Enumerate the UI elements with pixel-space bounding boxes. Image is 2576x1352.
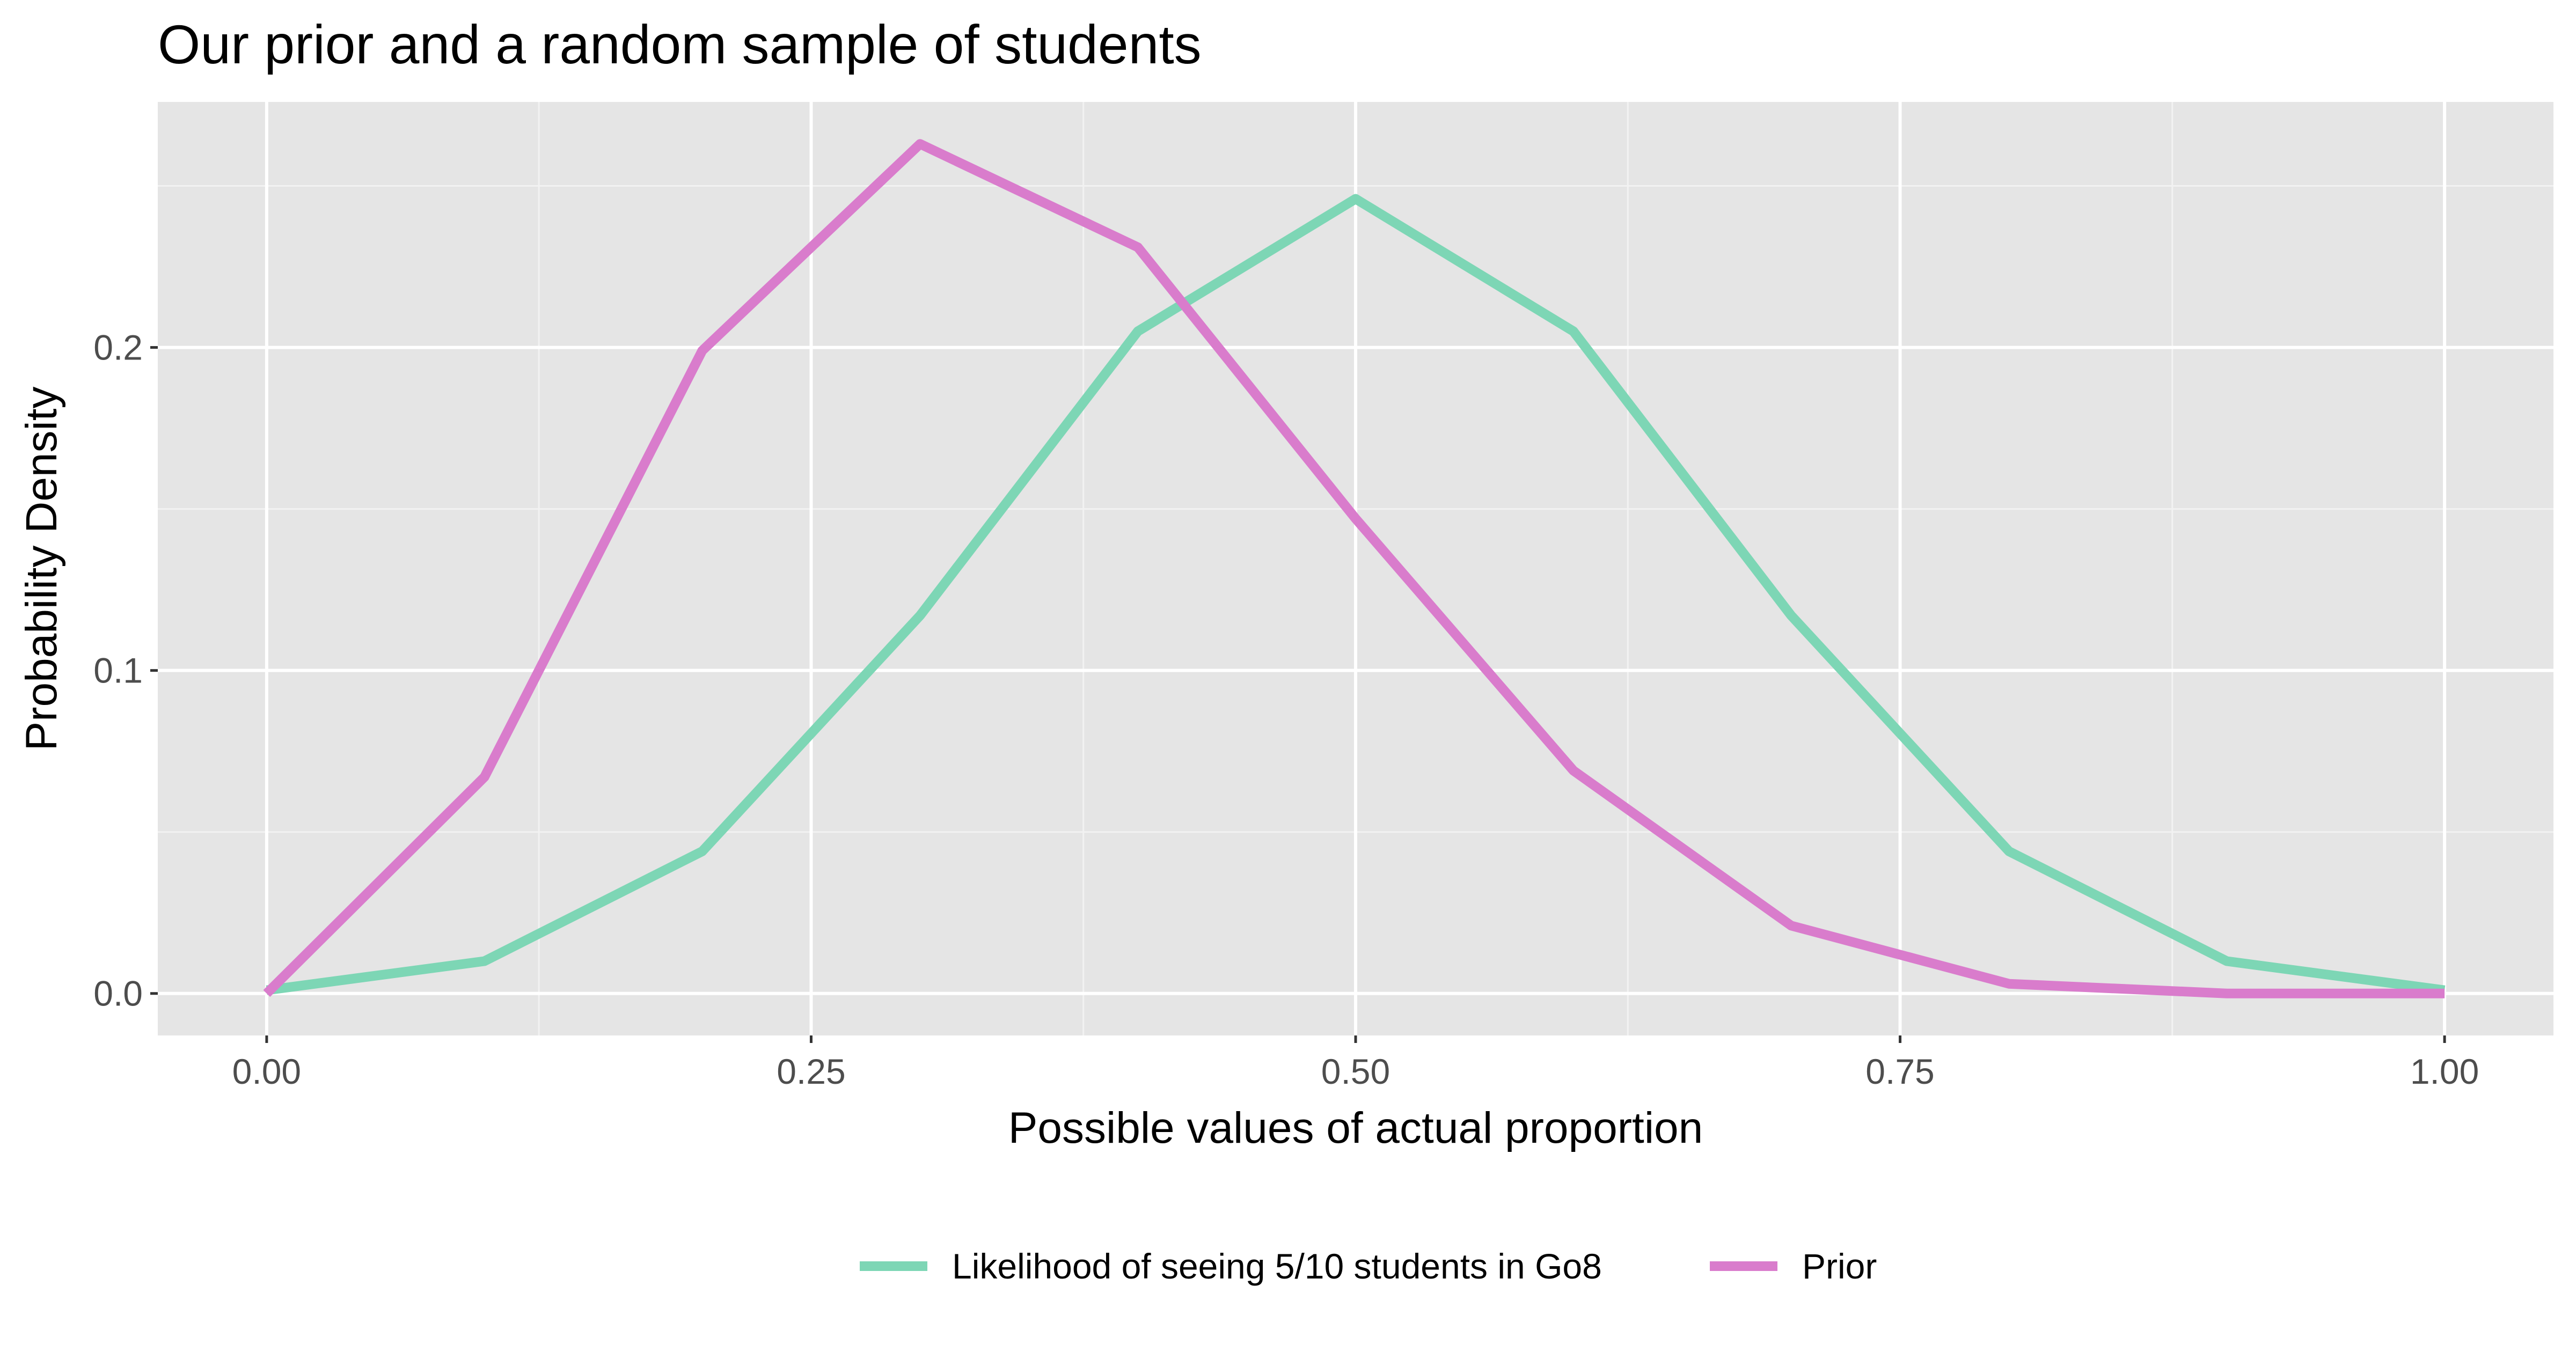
y-tick-label: 0.1	[93, 651, 143, 690]
legend: Likelihood of seeing 5/10 students in Go…	[860, 1246, 1877, 1286]
series-line-1	[263, 139, 2445, 998]
chart-title: Our prior and a random sample of student…	[158, 14, 1202, 75]
x-tick-label: 0.25	[777, 1052, 845, 1091]
x-tick-label: 0.50	[1321, 1052, 1390, 1091]
series-line-0	[266, 194, 2446, 995]
y-axis: 0.0 0.1 0.2	[93, 328, 158, 1013]
y-axis-title: Probability Density	[17, 386, 66, 751]
legend-label-0: Likelihood of seeing 5/10 students in Go…	[952, 1246, 1602, 1286]
y-tick-label: 0.2	[93, 328, 143, 368]
x-tick-label: 0.00	[232, 1052, 301, 1091]
legend-label-1: Prior	[1802, 1246, 1877, 1286]
grid-major	[158, 102, 2553, 1035]
y-tick-label: 0.0	[93, 974, 143, 1013]
x-axis-title: Possible values of actual proportion	[1008, 1104, 1703, 1152]
x-axis: 0.00 0.25 0.50 0.75 1.00	[232, 1035, 2479, 1091]
x-tick-label: 0.75	[1865, 1052, 1934, 1091]
series-lines	[263, 139, 2446, 998]
x-tick-label: 1.00	[2410, 1052, 2479, 1091]
